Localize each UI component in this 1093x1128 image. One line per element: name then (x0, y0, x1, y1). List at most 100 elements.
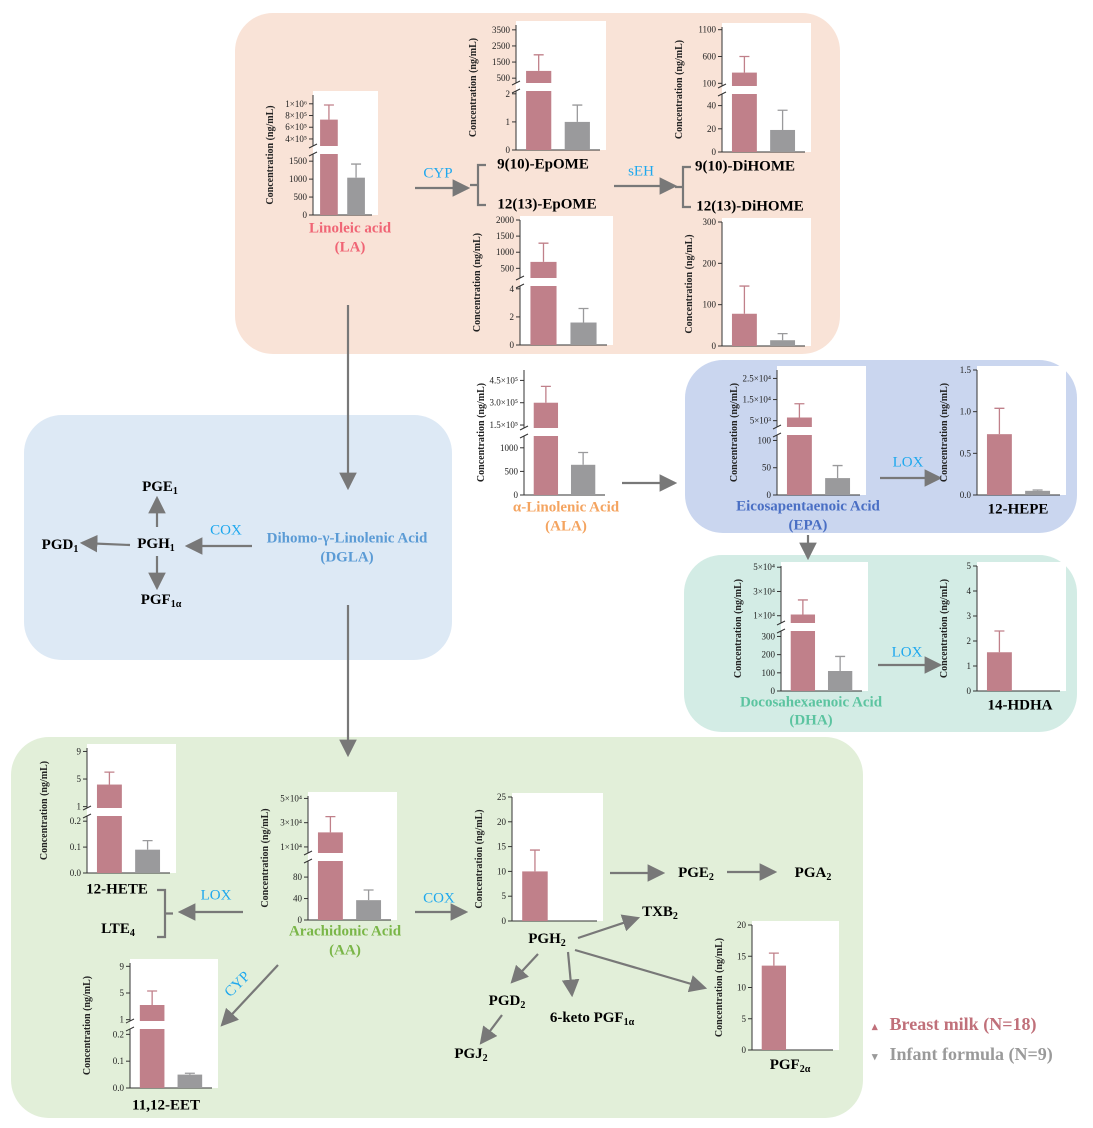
y-tick-label: 0 (502, 916, 507, 926)
bar-infant-formula (177, 1074, 203, 1088)
y-axis-label: Concentration (ng/mL) (733, 579, 744, 678)
bar-breast-milk-upper (786, 417, 812, 427)
y-tick-label: 600 (703, 52, 717, 62)
y-tick-label: 6×10⁵ (285, 122, 307, 132)
y-axis-label: Concentration (ng/mL) (674, 40, 685, 139)
y-tick-label: 100 (703, 300, 717, 310)
error-bar (835, 655, 846, 671)
label-text: (DGLA) (320, 549, 374, 566)
compound-label-pgf2a: PGF2α (770, 1057, 811, 1075)
y-axis-label: Concentration (ng/mL) (472, 233, 483, 332)
error-bar (1032, 489, 1043, 491)
pathway-arrow (220, 964, 279, 1027)
y-tick-label: 2500 (492, 41, 511, 51)
y-tick-label: 8×10⁵ (285, 111, 307, 121)
label-subscript: 2 (708, 872, 714, 883)
label-text: (EPA) (788, 517, 828, 534)
error-bar (142, 839, 153, 850)
y-axis-label: Concentration (ng/mL) (82, 976, 93, 1075)
y-tick-label: 2 (506, 89, 511, 99)
y-tick-label: 1000 (500, 443, 519, 453)
y-tick-label: 3×10⁴ (280, 818, 302, 828)
axis-break-mark (772, 432, 782, 438)
y-axis-label: Concentration (ng/mL) (476, 383, 487, 482)
y-tick-label: 4 (967, 586, 972, 596)
label-text: PGA (794, 865, 827, 881)
y-axis-label: Concentration (ng/mL) (265, 105, 276, 204)
bar-infant-formula (347, 177, 365, 215)
compound-label-epome12: 12(13)-EpOME (497, 197, 596, 214)
label-text: LTE (101, 921, 130, 937)
y-tick-label: 3×10⁴ (753, 586, 775, 596)
error-bar (739, 55, 750, 73)
bar-breast-milk-lower (731, 94, 757, 152)
error-bar (777, 109, 788, 130)
bar-infant-formula (564, 121, 590, 150)
label-text: PGE (142, 479, 173, 495)
enzyme-label-lox2: LOX (892, 645, 923, 662)
legend-formula-label: Infant formula (N=9) (889, 1044, 1053, 1064)
error-bar (578, 307, 589, 323)
label-text: α-Linolenic Acid (512, 499, 620, 516)
y-tick-label: 1000 (289, 174, 308, 184)
chart-12-hepe: 0.0 0.5 1.0 1.5 Concentration (ng/mL) (939, 365, 1066, 500)
label-text: CYP (423, 165, 453, 182)
bar-breast-milk-lower (526, 91, 552, 150)
label-text: Arachidonic Acid (288, 923, 402, 940)
compound-label-dihome9: 9(10)-DiHOME (695, 159, 795, 176)
error-bar (768, 952, 779, 966)
compound-label-eet: 11,12-EET (132, 1098, 200, 1115)
bar-breast-milk-lower (786, 435, 812, 495)
compound-label-hepe: 12-HEPE (988, 502, 1049, 519)
compound-label-pge2: PGE2 (678, 865, 714, 883)
y-tick-label: 1.0 (960, 407, 972, 417)
label-text: 11,12-EET (132, 1097, 200, 1114)
axis-break-mark (717, 83, 727, 89)
y-axis-label: Concentration (ng/mL) (474, 809, 485, 908)
y-tick-label: 1 (120, 1015, 125, 1025)
y-tick-label: 1500 (289, 156, 308, 166)
pathway-arrow (79, 534, 131, 553)
y-tick-label: 15 (737, 951, 747, 961)
compound-label-ALA-2: (ALA) (545, 519, 587, 536)
y-axis-label: Concentration (ng/mL) (684, 234, 695, 333)
label-text: (AA) (329, 942, 361, 959)
y-tick-label: 0 (771, 686, 776, 696)
bar-breast-milk-lower (790, 631, 816, 691)
axis-break-mark (125, 1026, 135, 1032)
chart-12-13-epome: 0 2 4 500 1000 1500 2000 Concentration (ng/mL) (472, 215, 613, 350)
label-text: (DHA) (789, 712, 833, 729)
error-bar (739, 285, 750, 314)
y-tick-label: 5 (502, 891, 507, 901)
label-subscript: 2 (560, 938, 566, 949)
y-tick-label: 20 (497, 817, 507, 827)
legend-breast-milk: ▴ Breast milk (N=18) (872, 1014, 1036, 1035)
y-tick-label: 5 (742, 1014, 747, 1024)
error-bar (777, 332, 788, 341)
bar-infant-formula (135, 849, 161, 873)
error-bar (104, 771, 115, 785)
y-axis-label: Concentration (ng/mL) (939, 579, 950, 678)
y-tick-label: 500 (497, 73, 511, 83)
chart-ala: 0 500 1000 1.5×10⁵ 3.0×10⁵ 4.5×10⁵Concentrati… (476, 366, 611, 500)
y-tick-label: 0.1 (70, 842, 81, 852)
axis-break-mark (308, 143, 318, 149)
label-text: PGH (528, 931, 561, 947)
bar-breast-milk-lower (320, 154, 338, 215)
label-text: PGF (140, 592, 171, 608)
compound-label-lte4: LTE4 (101, 921, 135, 939)
label-text: PGJ (454, 1046, 483, 1062)
chart-11-12-eet: 0.0 0.1 0.2 1 5 9 Concentration (ng/mL) (82, 959, 218, 1093)
y-tick-label: 2 (967, 636, 972, 646)
label-text: (ALA) (545, 518, 587, 535)
compound-label-epome9: 9(10)-EpOME (497, 157, 589, 174)
compound-label-AA-2: (AA) (329, 943, 361, 960)
label-subscript: 1α (170, 599, 182, 610)
chart-aa: 0 40 80 1×10⁴ 3×10⁴ 5×10⁴ Concentration (ng/mL… (260, 792, 397, 925)
y-axis-label: Concentration (ng/mL) (714, 938, 725, 1037)
chart-pgf2-: 0 5 10 15 20 Concentration (ng/mL) (714, 920, 839, 1055)
y-tick-label: 200 (762, 650, 776, 660)
enzyme-label-seh: sEH (628, 164, 654, 181)
pathway-arrow (577, 914, 641, 940)
axis-break-mark (515, 275, 525, 281)
